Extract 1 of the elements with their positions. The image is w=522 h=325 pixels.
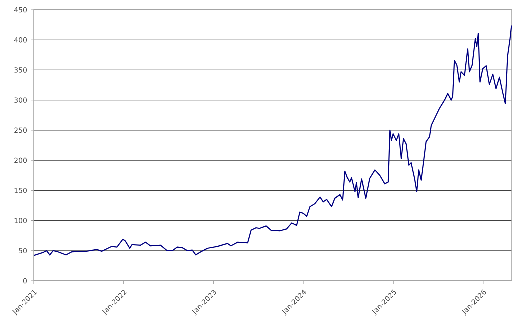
line-series [34, 25, 512, 256]
